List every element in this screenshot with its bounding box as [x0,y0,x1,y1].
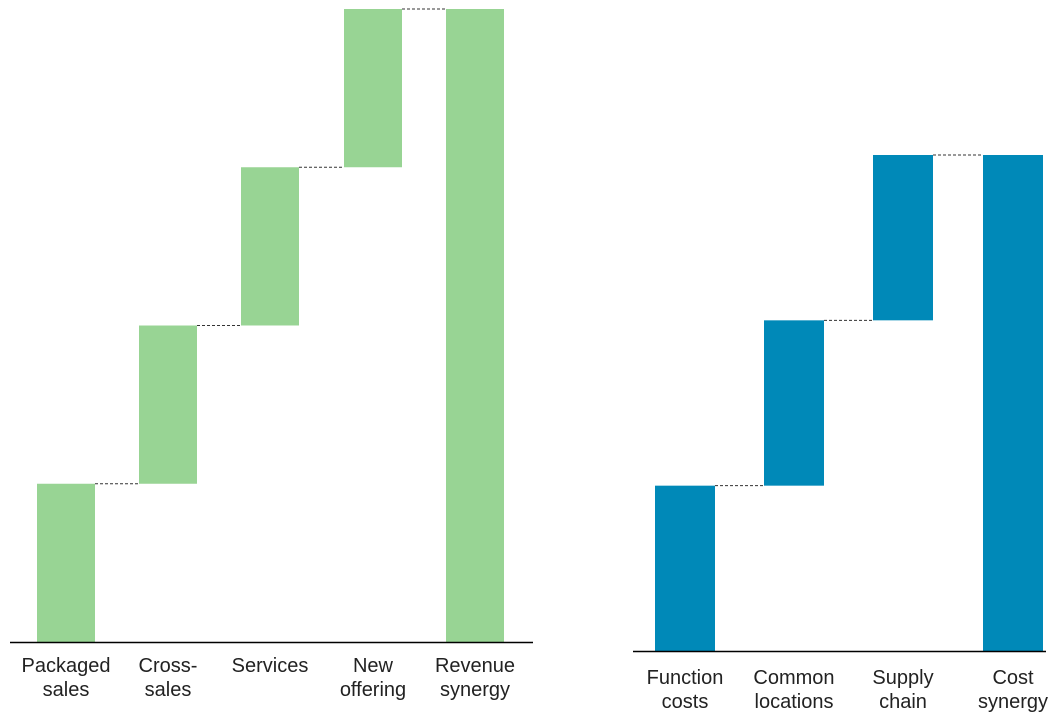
category-label-new-offering: New offering [340,655,406,701]
revenue-synergy-chart: Packaged sales Cross-sales Services New offer… [10,8,533,701]
bar-packaged-sales [37,483,95,642]
category-label-function-costs: Function costs [647,667,724,713]
category-label-packaged-sales: Packaged sales [22,655,111,701]
category-label-revenue-synergy: Revenue synergy [435,655,515,701]
bar-supply-chain [873,155,933,321]
category-label-cross-sales: Cross-sales [139,655,198,701]
category-label-cost-synergy: Cost synergy [978,667,1048,713]
category-label-services: Services [232,655,309,677]
cost-synergy-chart: Function costs Common locations Supply chain C… [633,154,1048,713]
bar-new-offering [344,9,402,168]
bar-revenue-synergy [446,9,504,642]
bar-cost-synergy [983,155,1043,651]
category-label-common-locations: Common locations [753,667,834,713]
bar-common-locations [764,320,824,486]
bar-services [241,167,299,326]
bar-function-costs [655,485,715,651]
category-label-supply-chain: Supply chain [872,667,933,713]
bar-cross-sales [139,325,197,484]
